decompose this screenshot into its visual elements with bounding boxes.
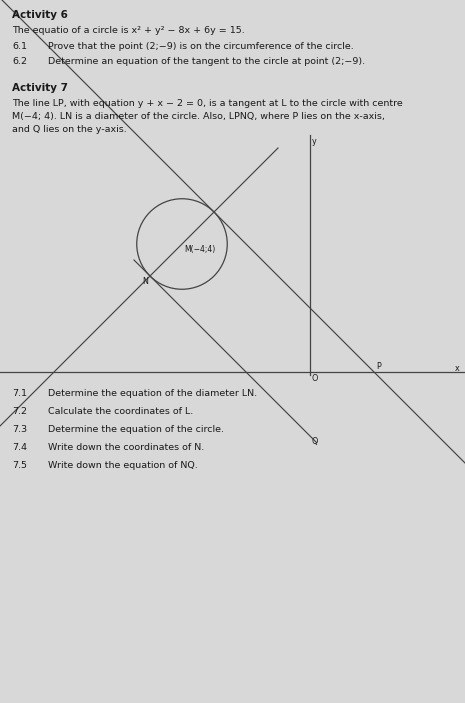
Text: x: x bbox=[455, 364, 460, 373]
Text: The line LP, with equation y + x − 2 = 0, is a tangent at L to the circle with c: The line LP, with equation y + x − 2 = 0… bbox=[12, 99, 403, 108]
Text: 7.1: 7.1 bbox=[12, 389, 27, 398]
Text: Write down the equation of NQ.: Write down the equation of NQ. bbox=[48, 461, 198, 470]
Text: Determine the equation of the circle.: Determine the equation of the circle. bbox=[48, 425, 224, 434]
Text: Determine the equation of the diameter LN.: Determine the equation of the diameter L… bbox=[48, 389, 257, 398]
Text: M(−4; 4). LN is a diameter of the circle. Also, LPNQ, where P lies on the x-axis: M(−4; 4). LN is a diameter of the circle… bbox=[12, 112, 385, 121]
Text: 7.2: 7.2 bbox=[12, 407, 27, 416]
Text: Activity 7: Activity 7 bbox=[12, 83, 68, 93]
Text: P: P bbox=[376, 362, 381, 371]
Text: Write down the coordinates of N.: Write down the coordinates of N. bbox=[48, 443, 204, 452]
Text: and Q lies on the y-axis.: and Q lies on the y-axis. bbox=[12, 125, 127, 134]
Text: Activity 6: Activity 6 bbox=[12, 10, 68, 20]
Text: 6.2: 6.2 bbox=[12, 57, 27, 66]
Text: 7.4: 7.4 bbox=[12, 443, 27, 452]
Text: Prove that the point (2;−9) is on the circumference of the circle.: Prove that the point (2;−9) is on the ci… bbox=[48, 42, 354, 51]
Text: Determine an equation of the tangent to the circle at point (2;−9).: Determine an equation of the tangent to … bbox=[48, 57, 365, 66]
Text: M(−4;4): M(−4;4) bbox=[184, 245, 215, 254]
Text: Calculate the coordinates of L.: Calculate the coordinates of L. bbox=[48, 407, 193, 416]
Text: O: O bbox=[312, 374, 319, 383]
Text: The equatio of a circle is x² + y² − 8x + 6y = 15.: The equatio of a circle is x² + y² − 8x … bbox=[12, 26, 245, 35]
Text: 7.3: 7.3 bbox=[12, 425, 27, 434]
Text: N: N bbox=[142, 277, 148, 286]
Text: 6.1: 6.1 bbox=[12, 42, 27, 51]
Text: Q: Q bbox=[312, 437, 319, 446]
Text: 7.5: 7.5 bbox=[12, 461, 27, 470]
Text: y: y bbox=[312, 137, 317, 146]
